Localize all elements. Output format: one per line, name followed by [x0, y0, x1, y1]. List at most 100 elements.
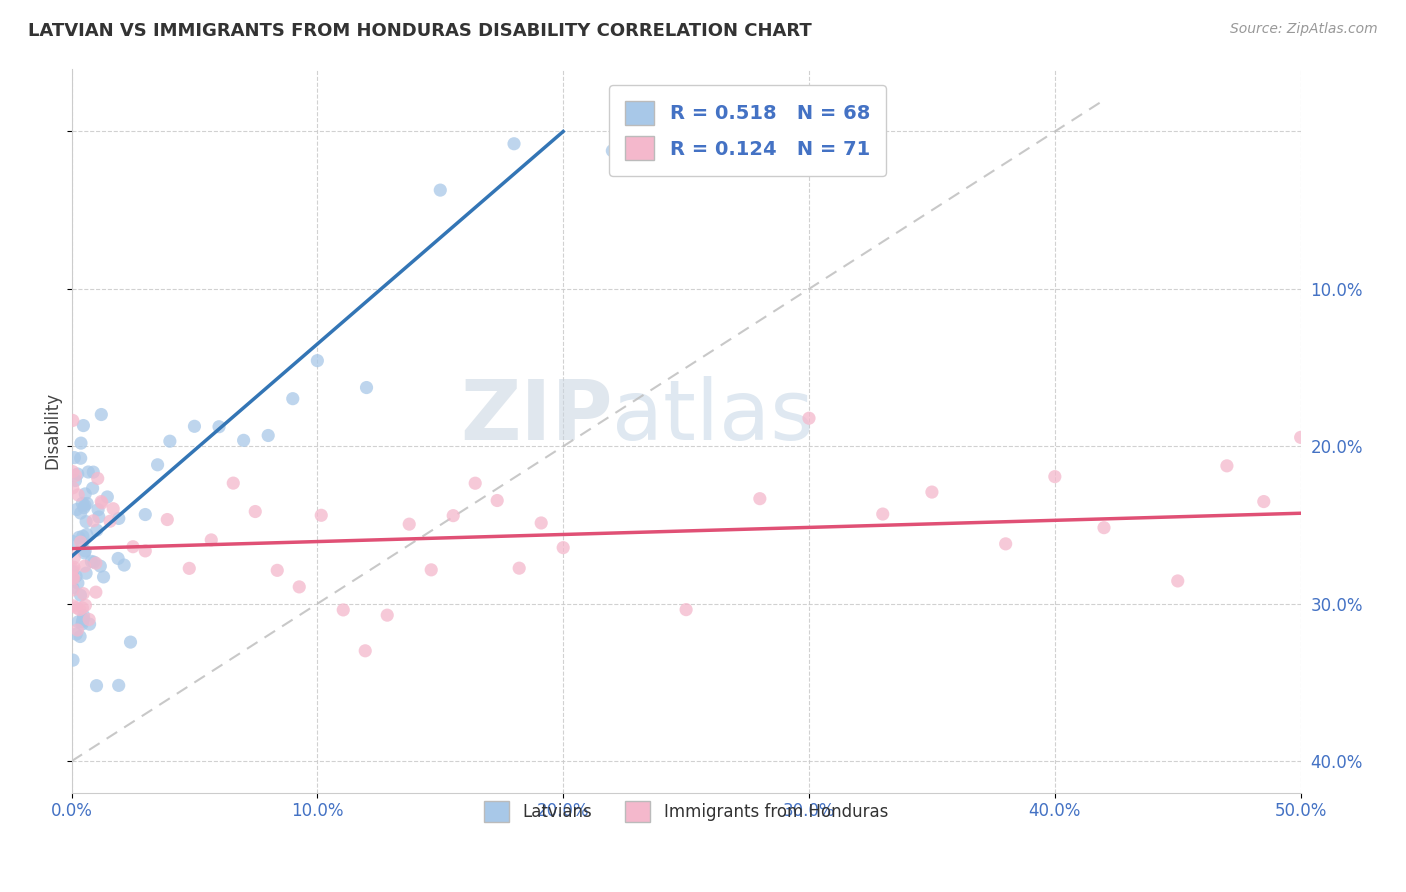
Point: [62, 582, 84, 597]
Point: [79, 617, 101, 632]
Point: [65, 600, 87, 615]
Point: [82, 481, 104, 495]
Point: [134, 508, 156, 522]
Point: [80, 554, 103, 568]
Text: atlas: atlas: [613, 376, 814, 457]
Point: [200, 533, 222, 547]
Point: [63, 450, 86, 465]
Point: [375, 608, 398, 623]
Point: [63, 551, 86, 566]
Point: [107, 678, 129, 692]
Point: [90, 496, 112, 510]
Point: [208, 419, 231, 434]
Point: [73, 499, 96, 513]
Point: [96, 490, 118, 504]
Point: [107, 551, 129, 566]
Point: [441, 508, 464, 523]
Point: [65, 569, 87, 583]
Point: [62, 562, 84, 576]
Point: [602, 144, 624, 158]
Point: [675, 602, 697, 616]
Point: [73, 559, 96, 574]
Point: [72, 608, 94, 623]
Point: [65, 627, 87, 641]
Point: [62, 413, 84, 427]
Point: [62, 465, 84, 479]
Point: [70, 436, 93, 450]
Point: [76, 496, 98, 510]
Point: [112, 558, 135, 572]
Point: [84, 585, 107, 599]
Point: [156, 512, 179, 526]
Point: [420, 563, 443, 577]
Point: [872, 507, 894, 521]
Point: [122, 540, 145, 554]
Point: [77, 465, 100, 479]
Point: [503, 136, 526, 151]
Point: [159, 434, 181, 449]
Point: [1167, 574, 1189, 588]
Point: [70, 617, 93, 632]
Point: [257, 428, 280, 442]
Point: [332, 603, 354, 617]
Point: [72, 529, 94, 543]
Point: [72, 587, 94, 601]
Point: [222, 476, 245, 491]
Point: [1289, 430, 1312, 444]
Point: [530, 516, 553, 530]
Point: [90, 494, 112, 508]
Point: [82, 465, 104, 479]
Point: [107, 511, 129, 525]
Point: [72, 601, 94, 615]
Point: [73, 546, 96, 560]
Point: [76, 527, 98, 541]
Point: [62, 581, 84, 595]
Point: [86, 679, 108, 693]
Point: [73, 500, 96, 515]
Point: [797, 411, 820, 425]
Point: [77, 613, 100, 627]
Point: [75, 566, 97, 581]
Point: [67, 530, 90, 544]
Point: [1092, 521, 1115, 535]
Point: [288, 580, 311, 594]
Point: [245, 504, 267, 518]
Point: [87, 510, 110, 524]
Point: [62, 571, 84, 585]
Point: [66, 467, 89, 481]
Point: [921, 485, 943, 500]
Point: [307, 353, 329, 368]
Point: [69, 451, 91, 466]
Point: [103, 501, 125, 516]
Point: [72, 418, 94, 433]
Point: [120, 635, 142, 649]
Point: [65, 474, 87, 488]
Legend: Latvians, Immigrants from Honduras: Latvians, Immigrants from Honduras: [471, 788, 901, 835]
Point: [69, 588, 91, 602]
Point: [62, 481, 84, 495]
Point: [83, 555, 105, 569]
Point: [75, 487, 97, 501]
Point: [354, 644, 377, 658]
Point: [1253, 494, 1275, 508]
Point: [72, 615, 94, 629]
Point: [84, 556, 107, 570]
Point: [62, 570, 84, 584]
Point: [724, 124, 747, 138]
Point: [87, 502, 110, 516]
Point: [356, 380, 378, 394]
Point: [62, 534, 84, 549]
Point: [994, 537, 1017, 551]
Text: Source: ZipAtlas.com: Source: ZipAtlas.com: [1230, 22, 1378, 37]
Point: [281, 392, 304, 406]
Point: [398, 517, 420, 532]
Point: [266, 563, 288, 577]
Point: [86, 523, 108, 537]
Point: [66, 576, 89, 591]
Point: [309, 508, 332, 523]
Point: [486, 493, 509, 508]
Point: [93, 570, 115, 584]
Point: [62, 565, 84, 579]
Point: [63, 560, 86, 574]
Point: [69, 506, 91, 520]
